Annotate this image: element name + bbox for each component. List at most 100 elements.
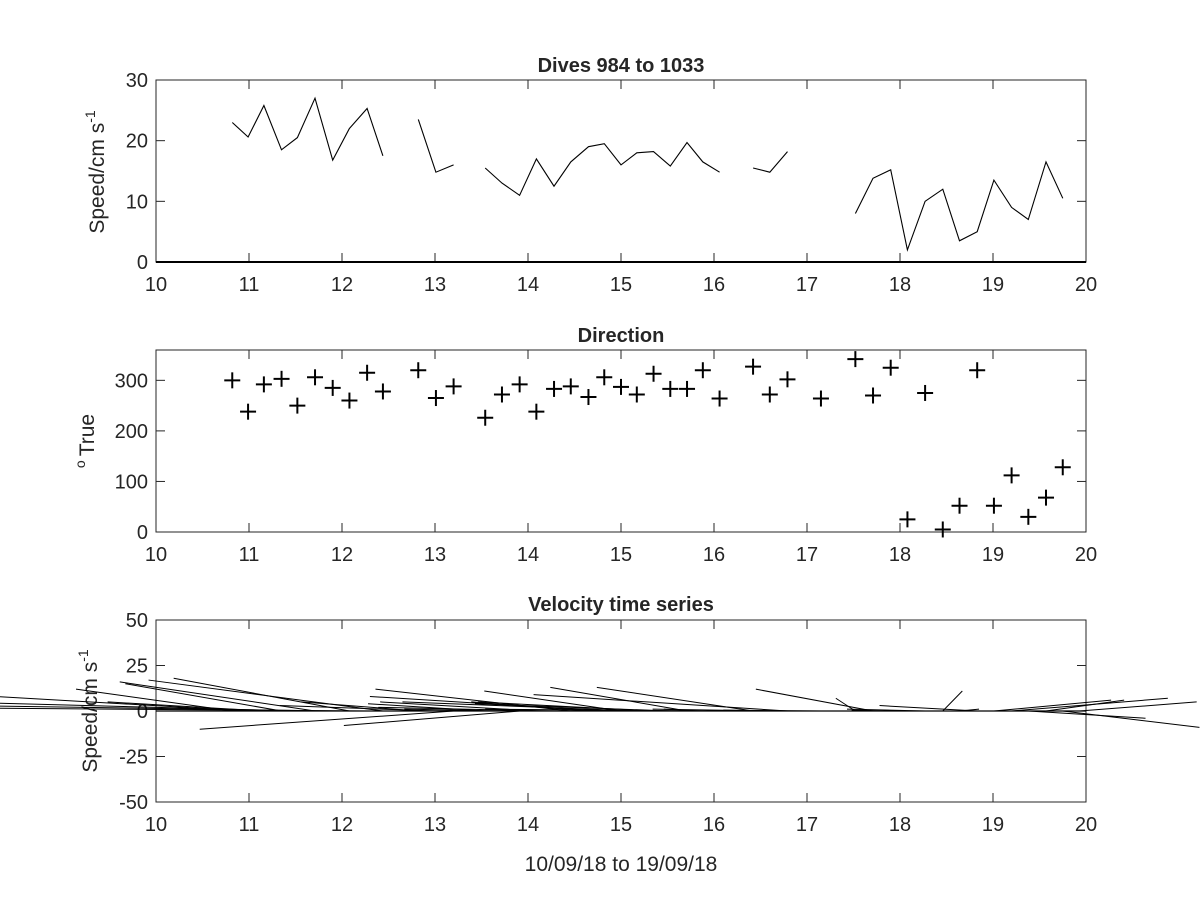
velocity-panel: Velocity time series Speed/cm s-1 10/09/… [0, 594, 1200, 876]
direction-panel-plus-marker [985, 497, 1002, 514]
direction-panel-xtick-label: 19 [982, 544, 1004, 566]
direction-panel-plus-marker [917, 384, 934, 401]
speed-panel-xtick-label: 18 [889, 274, 911, 296]
speed-panel-xtick-label: 17 [796, 274, 818, 296]
direction-panel-plus-marker [645, 365, 662, 382]
velocity-panel-xtick-label: 11 [239, 814, 260, 836]
direction-panel-xtick-label: 20 [1075, 544, 1097, 566]
velocity-panel-xlabel: 10/09/18 to 19/09/18 [525, 853, 718, 876]
direction-panel-xtick-label: 11 [239, 544, 260, 566]
velocity-panel-title: Velocity time series [528, 594, 714, 616]
speed-panel-xtick-label: 10 [145, 274, 167, 296]
direction-panel-plus-marker [240, 403, 257, 420]
velocity-panel-xtick-label: 19 [982, 814, 1004, 836]
speed-panel-title: Dives 984 to 1033 [538, 55, 705, 77]
velocity-panel-velocity-stick [0, 707, 368, 712]
velocity-panel-velocity-stick [755, 688, 874, 712]
direction-panel-plus-marker [511, 376, 528, 393]
speed-panel-series-line [417, 119, 454, 173]
velocity-panel-velocity-stick [402, 701, 637, 712]
direction-panel-ylabel-text: True [76, 414, 99, 456]
direction-panel-plus-marker [847, 351, 864, 368]
velocity-panel-ytick-label: 0 [137, 701, 148, 723]
velocity-panel-velocity-stick [474, 703, 671, 712]
direction-panel-xtick-label: 18 [889, 544, 911, 566]
speed-panel-series-line [854, 160, 1064, 252]
speed-panel-ytick-label: 30 [126, 70, 148, 92]
direction-panel-plus-marker [1054, 459, 1071, 476]
speed-panel-series-line [752, 151, 788, 173]
velocity-panel-velocity-stick [1062, 710, 1200, 728]
direction-panel-plus-marker [951, 497, 968, 514]
direction-panel-plus-marker [761, 386, 778, 403]
direction-panel-plus-marker [662, 380, 679, 397]
velocity-panel-xtick-label: 15 [610, 814, 632, 836]
direction-panel-xtick-label: 15 [610, 544, 632, 566]
velocity-panel-velocity-stick [846, 708, 926, 712]
direction-panel-plus-marker [899, 511, 916, 528]
velocity-panel-velocity-stick [119, 681, 316, 712]
direction-panel-ytick-label: 300 [115, 370, 148, 392]
direction-panel-title: Direction [578, 325, 665, 347]
velocity-panel-ylabel-sup: -1 [75, 649, 91, 662]
velocity-panel-axes: 10 11 12 13 14 15 16 17 18 19 20 -50 -25 0 25 50 [0, 610, 1200, 836]
direction-panel-plus-marker [477, 409, 494, 426]
direction-panel-plus-marker [1038, 489, 1055, 506]
velocity-panel-xtick-label: 10 [145, 814, 167, 836]
velocity-panel-ytick-label: -50 [119, 792, 148, 814]
velocity-panel-xtick-label: 17 [796, 814, 818, 836]
speed-panel-xtick-label: 20 [1075, 274, 1097, 296]
velocity-panel-velocity-stick [550, 686, 688, 712]
velocity-panel-velocity-stick [404, 708, 502, 712]
velocity-panel-xtick-label: 14 [517, 814, 539, 836]
speed-panel-series-line [231, 96, 384, 162]
speed-panel-xtick-label: 14 [517, 274, 539, 296]
direction-panel-ytick-label: 0 [137, 522, 148, 544]
speed-panel-ytick-label: 20 [126, 131, 148, 153]
velocity-panel-ylabel-text: Speed/cm s [79, 662, 102, 773]
direction-panel-plus-marker [289, 397, 306, 414]
direction-panel-plus-marker [224, 372, 241, 389]
speed-panel-ytick-label: 10 [126, 191, 148, 213]
velocity-panel-velocity-stick [343, 710, 520, 727]
direction-panel-plus-marker [273, 370, 290, 387]
speed-panel-ytick-label: 0 [137, 252, 148, 274]
velocity-panel-xtick-label: 12 [331, 814, 353, 836]
direction-panel-plus-marker [410, 362, 427, 379]
direction-panel-plus-marker [812, 390, 829, 407]
velocity-panel-ytick-label: -25 [119, 747, 148, 769]
velocity-panel-velocity-stick [368, 703, 486, 712]
velocity-panel-velocity-stick [533, 694, 788, 712]
direction-panel-ytick-label: 200 [115, 421, 148, 443]
velocity-panel-velocity-stick [125, 683, 282, 712]
velocity-panel-velocity-stick [279, 705, 436, 712]
speed-panel-xtick-label: 12 [331, 274, 353, 296]
direction-panel-plus-marker [562, 378, 579, 395]
velocity-panel-xtick-label: 20 [1075, 814, 1097, 836]
speed-panel-xtick-label: 15 [610, 274, 632, 296]
direction-panel-plus-marker [528, 403, 545, 420]
velocity-panel-velocity-stick [1028, 710, 1146, 719]
direction-panel-plus-marker [679, 380, 696, 397]
direction-panel-plus-marker [969, 362, 986, 379]
velocity-panel-xtick-label: 16 [703, 814, 725, 836]
velocity-panel-velocity-stick [993, 699, 1112, 712]
velocity-panel-xtick-label: 13 [424, 814, 446, 836]
direction-panel-plus-marker [374, 383, 391, 400]
direction-panel-plus-marker [255, 376, 272, 393]
direction-panel-plus-marker [546, 380, 563, 397]
speed-panel-xtick-label: 16 [703, 274, 725, 296]
velocity-panel-ytick-label: 25 [126, 656, 148, 678]
direction-panel-plus-marker [324, 379, 341, 396]
direction-panel-xtick-label: 17 [796, 544, 818, 566]
direction-panel-plus-marker [745, 358, 762, 375]
direction-panel-plus-marker [779, 371, 796, 388]
direction-panel-plus-marker [307, 369, 324, 386]
direction-panel-plus-marker [1003, 467, 1020, 484]
velocity-panel-velocity-stick [148, 679, 383, 712]
direction-panel-plus-marker [596, 369, 613, 386]
velocity-panel-velocity-stick [942, 690, 963, 712]
